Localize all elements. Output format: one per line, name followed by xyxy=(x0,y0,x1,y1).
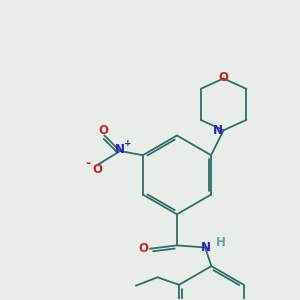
Text: O: O xyxy=(92,163,102,176)
Text: O: O xyxy=(98,124,108,137)
Text: N: N xyxy=(201,241,211,254)
Text: N: N xyxy=(115,143,125,156)
Text: N: N xyxy=(213,124,223,137)
Text: H: H xyxy=(216,236,226,249)
Text: +: + xyxy=(124,139,131,148)
Text: O: O xyxy=(138,242,148,255)
Text: O: O xyxy=(218,71,229,84)
Text: -: - xyxy=(85,157,91,170)
